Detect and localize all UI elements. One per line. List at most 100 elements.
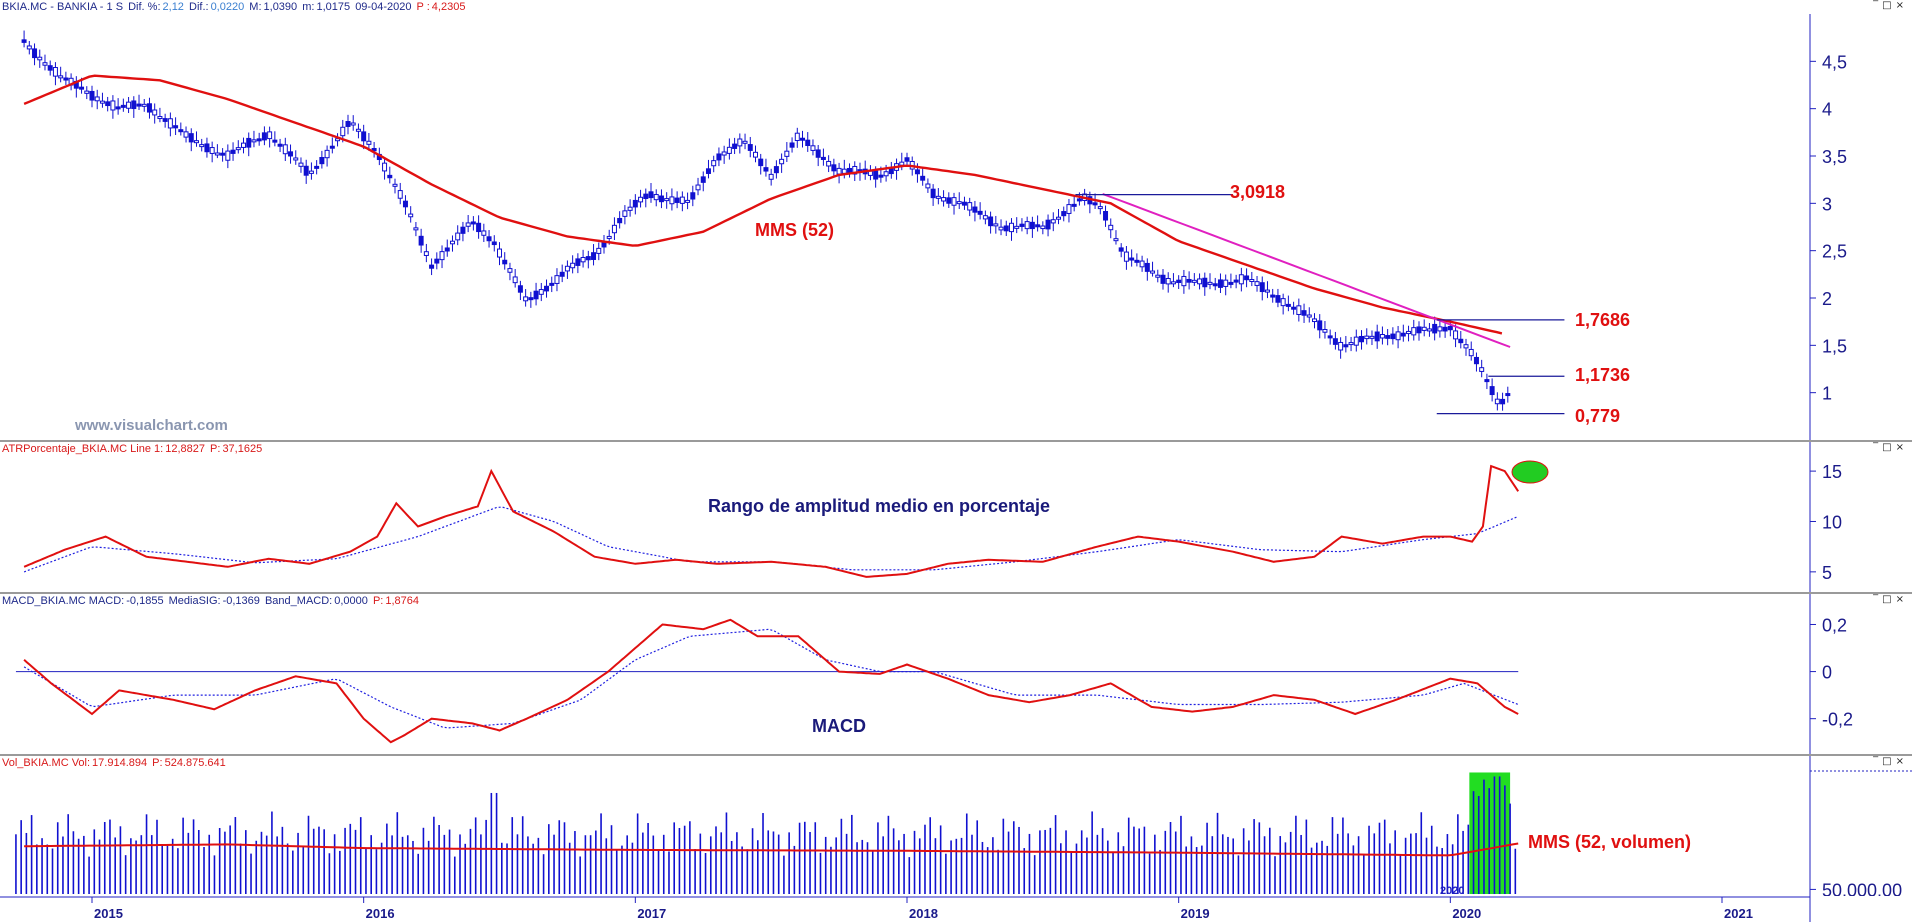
candle: [737, 138, 743, 147]
atr-panel-header: ATRPorcentaje_BKIA.MC Line 1: 12,8827 P: 3…: [2, 443, 263, 455]
candle: [1359, 335, 1365, 343]
y-tick-label: 3,5: [1822, 147, 1847, 167]
candle: [627, 206, 633, 211]
candle: [1275, 295, 1281, 303]
separator[interactable]: [0, 440, 1912, 442]
date-value: 09-04-2020: [355, 1, 412, 13]
candle: [758, 158, 764, 167]
maximize-icon[interactable]: □: [1882, 594, 1896, 605]
macd-signal-line: [23, 628, 1519, 729]
candle: [1291, 306, 1297, 310]
candle: [1437, 326, 1443, 332]
minimize-icon[interactable]: ‾: [1873, 756, 1883, 767]
candle: [1238, 274, 1244, 285]
candle: [1076, 198, 1082, 202]
candle: [789, 142, 795, 148]
candle: [1296, 305, 1302, 315]
candle: [1129, 257, 1135, 261]
candle: [1045, 219, 1051, 230]
candle: [925, 183, 931, 189]
separator[interactable]: [0, 592, 1912, 594]
macd-panel-header: MACD_BKIA.MC MACD: -0,1855 MediaSIG: -0,13…: [2, 595, 420, 607]
macd-panel: MACD_BKIA.MC MACD: -0,1855 MediaSIG: -0,13…: [0, 594, 1912, 754]
candle: [982, 215, 988, 220]
candle: [1442, 326, 1448, 332]
dif-pct-value: 2,12: [162, 1, 184, 13]
candle: [549, 282, 555, 286]
volume-mms-annotation: MMS (52, volumen): [1528, 832, 1691, 852]
candle: [1181, 275, 1187, 287]
volume-chart[interactable]: 50.000.00 2020 MMS (52, volumen): [0, 756, 1912, 896]
candle: [972, 206, 978, 213]
separator[interactable]: [0, 754, 1912, 756]
candle: [173, 125, 179, 129]
candle: [1379, 334, 1385, 339]
minimize-icon[interactable]: ‾: [1873, 594, 1883, 605]
x-axis: 2015 2016 2017 2018 2019 2020 2021: [0, 896, 1811, 922]
close-icon[interactable]: ×: [1895, 0, 1908, 11]
candle: [883, 171, 889, 177]
candle: [674, 197, 680, 203]
candle: [58, 75, 64, 79]
candle: [162, 118, 168, 122]
x-tick-label: 2018: [909, 906, 938, 921]
level-3-0918-label: 3,0918: [1230, 182, 1285, 202]
candle: [136, 103, 142, 107]
close-icon[interactable]: ×: [1895, 756, 1908, 767]
macd-annotation: MACD: [812, 716, 866, 736]
candle: [1285, 303, 1291, 307]
candle: [1207, 281, 1213, 285]
candle: [277, 143, 283, 147]
candle: [1097, 206, 1103, 210]
candle: [256, 138, 262, 142]
candle: [768, 173, 774, 180]
candle: [1176, 279, 1182, 283]
candle: [1050, 219, 1056, 224]
candle: [402, 200, 408, 208]
price-chart[interactable]: 4,5 4 3,5 3 2,5 2 1,5 1 www.visualchart.com MMS…: [0, 0, 1912, 440]
macd-window-controls: ‾□×: [1873, 594, 1908, 605]
maximize-icon[interactable]: □: [1882, 0, 1896, 11]
candle: [622, 210, 628, 217]
x-tick-label: 2016: [366, 906, 395, 921]
y-tick-label: 4,5: [1822, 52, 1847, 72]
vol-p-value: 524.875.641: [164, 757, 226, 769]
y-tick-label: -0,2: [1822, 710, 1853, 730]
candle: [481, 230, 487, 236]
candle: [1364, 335, 1370, 340]
candle: [632, 199, 638, 208]
watermark: www.visualchart.com: [74, 417, 228, 434]
candle: [361, 131, 367, 142]
maximize-icon[interactable]: □: [1882, 442, 1896, 453]
trend-line: [1102, 192, 1511, 348]
candle: [1416, 326, 1422, 334]
x-tick-label: 2015: [94, 906, 123, 921]
candle: [1411, 327, 1417, 336]
candle: [423, 251, 429, 256]
candle: [820, 156, 826, 160]
maximize-icon[interactable]: □: [1882, 756, 1896, 767]
candle: [1259, 282, 1265, 293]
candle: [716, 153, 722, 161]
atr-chart[interactable]: 15 10 5 Rango de amplitud medio en porcent…: [0, 442, 1912, 592]
minimize-icon[interactable]: ‾: [1873, 442, 1883, 453]
close-icon[interactable]: ×: [1895, 594, 1908, 605]
candle: [1061, 211, 1067, 217]
candle: [1008, 222, 1014, 233]
close-icon[interactable]: ×: [1895, 442, 1908, 453]
candle: [591, 252, 597, 260]
candle: [695, 184, 701, 191]
candle: [841, 168, 847, 174]
candle: [1191, 279, 1197, 283]
candle: [1494, 398, 1500, 405]
candle: [1421, 326, 1427, 331]
candle: [1003, 225, 1009, 232]
minimize-icon[interactable]: ‾: [1873, 0, 1883, 11]
candle: [596, 247, 602, 254]
candle: [329, 145, 335, 149]
candle: [439, 251, 445, 261]
macd-chart[interactable]: 0,2 0 -0,2 MACD: [0, 594, 1912, 754]
candle: [1500, 398, 1506, 405]
atr-annotation: Rango de amplitud medio en porcentaje: [708, 496, 1050, 516]
candle: [873, 170, 879, 180]
